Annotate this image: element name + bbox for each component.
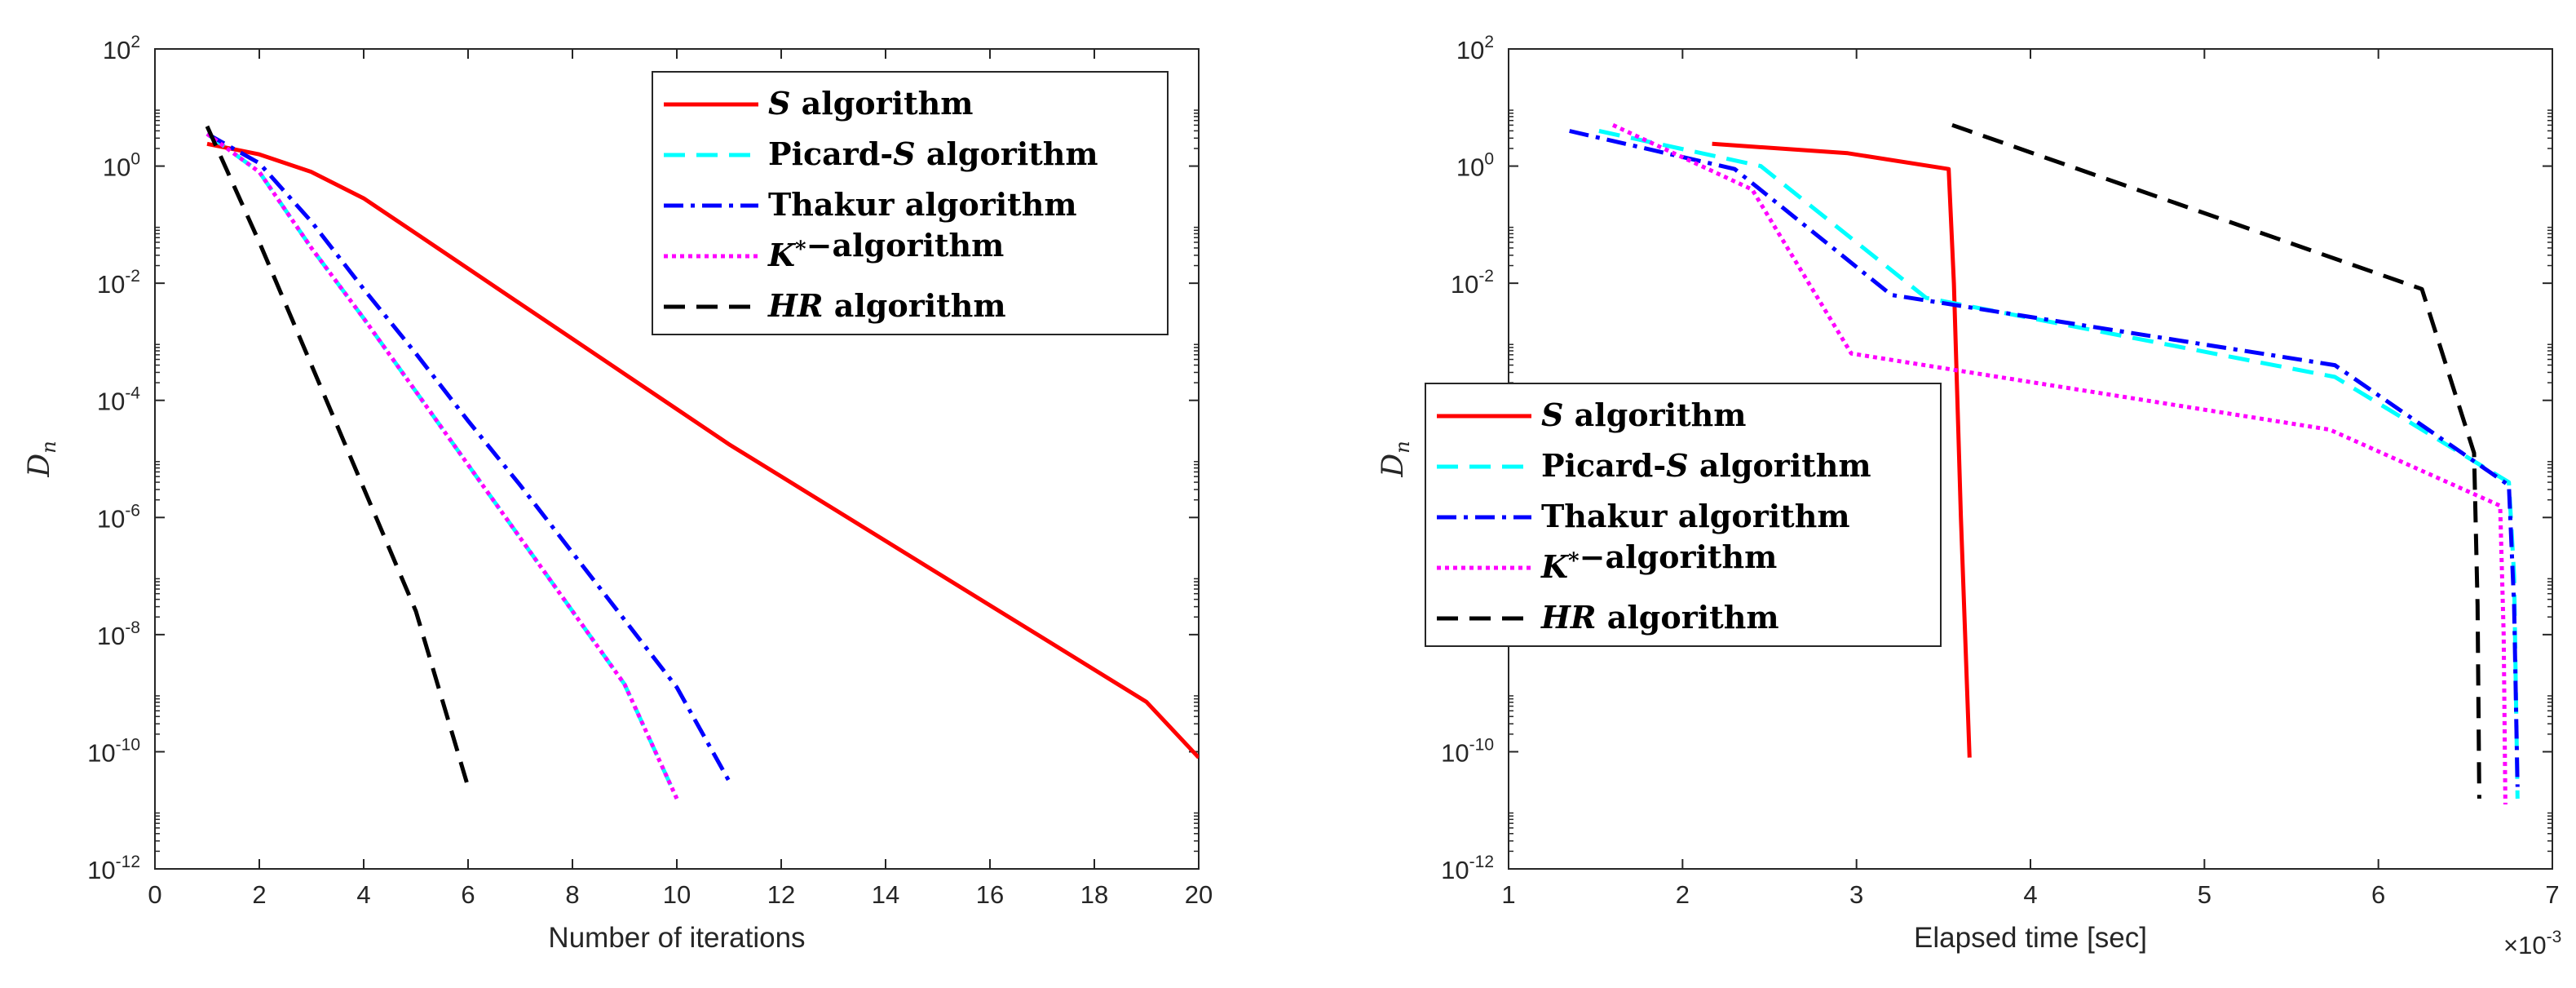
legend-label-1: S algorithm xyxy=(1541,397,1747,433)
series-line-3 xyxy=(205,131,731,782)
x-tick-label: 18 xyxy=(1080,880,1108,909)
y-tick-label: 100 xyxy=(1456,150,1494,182)
x-tick-label: 8 xyxy=(565,880,579,909)
legend-label-5: HR algorithm xyxy=(767,287,1006,324)
x-axis-label: Number of iterations xyxy=(548,922,805,954)
series-line-4 xyxy=(205,132,679,800)
legend: S algorithm Picard-S algorithm Thakur algo… xyxy=(652,71,1169,335)
y-tick-label: 10-4 xyxy=(97,384,140,416)
y-tick-label: 10-12 xyxy=(1441,853,1494,884)
x-axis-label: Elapsed time [sec] xyxy=(1914,922,2147,954)
y-tick-label: 10-2 xyxy=(1451,267,1494,299)
x-tick-label: 5 xyxy=(2198,880,2211,909)
y-tick-label: 10-2 xyxy=(97,267,140,299)
chart-panel-1: 0 2 4 6 8 10 12 14 16 18 20 10-12 10-10 10-8 10-6 10-4 1… xyxy=(23,33,1213,954)
y-tick-label: 102 xyxy=(103,33,140,64)
series-line-1 xyxy=(206,141,1199,760)
x-tick-label: 4 xyxy=(2023,880,2037,909)
x-tick-label: 0 xyxy=(148,880,161,909)
chart-panel-2: 123456710-1210-1010-810-610-410-2100102E… xyxy=(1376,33,2561,959)
y-axis-label: Dn xyxy=(23,441,60,477)
y-tick-label: 10-6 xyxy=(97,501,140,533)
legend-label-4: K*−algorithm xyxy=(767,227,1004,273)
x-tick-label: 16 xyxy=(976,880,1004,909)
series-line-3 xyxy=(1569,129,2520,787)
series-line-5 xyxy=(205,125,471,788)
x-tick-label: 10 xyxy=(663,880,691,909)
x-tick-label: 12 xyxy=(767,880,795,909)
legend-box xyxy=(1425,383,1942,647)
legend-label-5: HR algorithm xyxy=(1540,599,1779,636)
y-tick-label: 10-10 xyxy=(87,735,140,767)
legend-box xyxy=(652,71,1169,335)
legend-label-2: Picard-S algorithm xyxy=(1541,447,1871,484)
y-tick-label: 10-12 xyxy=(87,853,140,884)
y-tick-label: 10-8 xyxy=(97,618,140,650)
legend-label-3: Thakur algorithm xyxy=(768,186,1077,223)
legend-label-1: S algorithm xyxy=(768,85,974,122)
legend-label-3: Thakur algorithm xyxy=(1541,498,1850,534)
x-tick-label: 4 xyxy=(356,880,370,909)
y-axis-label: Dn xyxy=(1376,441,1414,477)
x-tick-label: 14 xyxy=(872,880,899,909)
series-line-2 xyxy=(205,132,679,800)
x-tick-label: 6 xyxy=(2371,880,2385,909)
y-tick-label: 10-10 xyxy=(1441,735,1494,767)
series-line-4 xyxy=(1611,123,2508,805)
x-tick-label: 20 xyxy=(1185,880,1213,909)
x-tick-label: 7 xyxy=(2545,880,2559,909)
x-tick-label: 3 xyxy=(1849,880,1863,909)
series-line-1 xyxy=(1712,141,1972,758)
y-tick-label: 102 xyxy=(1456,33,1494,64)
x-tick-label: 6 xyxy=(461,880,475,909)
x-tick-label: 2 xyxy=(1676,880,1690,909)
x-axis-multiplier: ×10-3 xyxy=(2503,928,2561,959)
x-tick-label: 1 xyxy=(1501,880,1515,909)
x-tick-label: 2 xyxy=(252,880,266,909)
legend-label-4: K*−algorithm xyxy=(1540,538,1777,585)
legend-label-2: Picard-S algorithm xyxy=(768,135,1098,172)
y-tick-label: 100 xyxy=(103,150,140,182)
series-line-5 xyxy=(1951,122,2481,799)
legend: S algorithm Picard-S algorithm Thakur algo… xyxy=(1425,383,1942,647)
